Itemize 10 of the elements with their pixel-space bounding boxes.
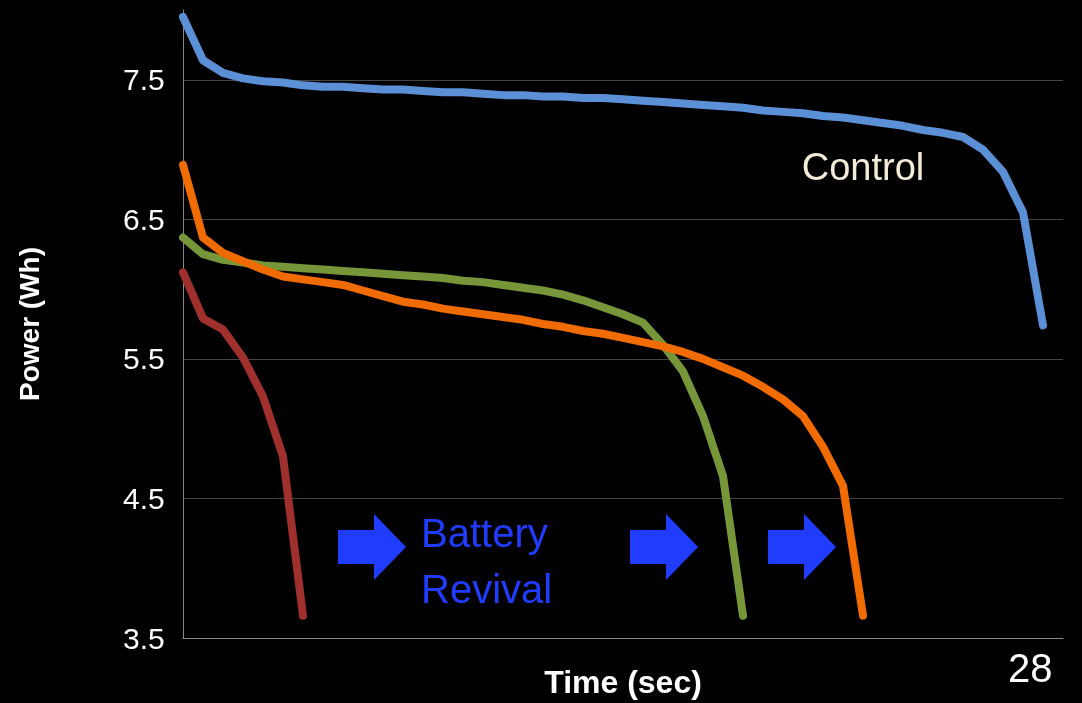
y-tick-label: 6.5 <box>123 202 165 236</box>
y-tick-label: 4.5 <box>123 481 165 515</box>
x-axis-title: Time (sec) <box>544 664 702 700</box>
text: 28 <box>1008 646 1053 690</box>
y-axis-title: Power (Wh) <box>13 247 45 401</box>
annotation: Battery Revival <box>421 511 559 611</box>
y-tick-label: 7.5 <box>123 63 165 97</box>
y-tick-label: 5.5 <box>123 342 165 376</box>
y-tick-label: 3.5 <box>123 621 165 655</box>
series-label: Control <box>801 146 925 189</box>
